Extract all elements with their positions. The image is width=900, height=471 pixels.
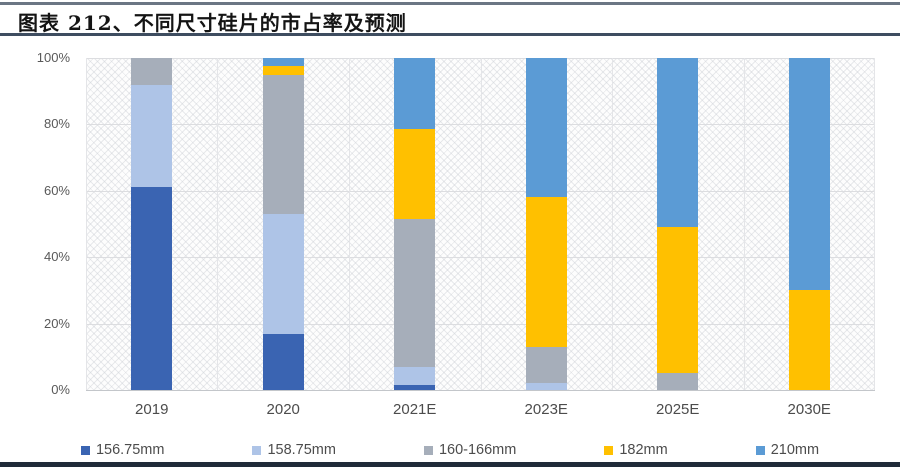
y-axis-tick-label: 40% xyxy=(43,249,70,265)
legend-item-210mm: 210mm xyxy=(755,442,820,458)
vertical-gridline xyxy=(743,58,745,390)
bar-segment-160-166mm xyxy=(394,219,436,367)
bar-segment-156.75mm xyxy=(262,333,304,390)
top-divider xyxy=(0,2,900,5)
x-axis-label-2020: 2020 xyxy=(266,401,300,418)
bar-segment-156.75mm xyxy=(131,187,173,390)
title-divider xyxy=(0,33,900,36)
bar-segment-160-166mm xyxy=(525,346,567,384)
legend-item-182mm: 182mm xyxy=(604,442,668,458)
bar-slot-2030E xyxy=(744,58,875,390)
y-axis-tick-label: 60% xyxy=(43,182,70,198)
legend-label: 156.75mm xyxy=(95,442,165,458)
bar-slot-2025E xyxy=(612,58,743,390)
legend-swatch-icon xyxy=(423,445,433,455)
x-axis: 2019 2020 2021E 2023E 2025E 2030E xyxy=(86,400,875,420)
bar-segment-160-166mm xyxy=(131,58,173,85)
legend-item-158.75mm: 158.75mm xyxy=(252,442,336,458)
legend-swatch-icon xyxy=(604,445,614,455)
bar-segment-182mm xyxy=(262,66,304,75)
y-axis-tick-label: 80% xyxy=(43,116,70,132)
legend-swatch-icon xyxy=(755,445,765,455)
stacked-bar-2020 xyxy=(262,58,304,390)
bar-segment-210mm xyxy=(788,58,830,291)
y-axis-tick-label: 0% xyxy=(51,382,70,397)
bar-segment-182mm xyxy=(525,197,567,347)
bar-segment-182mm xyxy=(657,227,699,374)
bar-slot-2023E xyxy=(481,58,612,390)
legend-label: 160-166mm xyxy=(438,442,517,458)
bar-segment-182mm xyxy=(394,129,436,220)
bar-segment-210mm xyxy=(394,58,436,130)
bar-segment-158.75mm xyxy=(394,366,436,386)
vertical-gridline xyxy=(348,58,350,390)
bar-segment-210mm xyxy=(657,58,699,228)
bar-segment-160-166mm xyxy=(657,373,699,390)
legend-item-156.75mm: 156.75mm xyxy=(80,442,165,458)
stacked-bar-2030E xyxy=(788,58,830,390)
legend-swatch-icon xyxy=(252,445,262,455)
page-title: 图表 212、不同尺寸硅片的市占率及预测 xyxy=(18,11,407,35)
stacked-bar-2023E xyxy=(525,58,567,390)
legend-label: 158.75mm xyxy=(267,442,336,458)
bar-segment-158.75mm xyxy=(525,383,567,390)
bar-slot-2020 xyxy=(217,58,348,390)
bar-segment-160-166mm xyxy=(262,74,304,215)
stacked-bar-2021E xyxy=(394,58,436,390)
x-axis-label-2019: 2019 xyxy=(135,401,169,418)
vertical-gridline xyxy=(480,58,482,390)
bar-segment-210mm xyxy=(525,58,567,198)
bar-slot-2019 xyxy=(86,58,217,390)
stacked-bar-2019 xyxy=(131,58,173,390)
legend-swatch-icon xyxy=(80,445,90,455)
x-axis-label-2023E: 2023E xyxy=(524,401,568,418)
legend-label: 210mm xyxy=(770,442,820,458)
x-axis-label-2021E: 2021E xyxy=(393,401,437,418)
vertical-gridline xyxy=(86,58,87,390)
legend-label: 182mm xyxy=(619,442,668,458)
vertical-gridline xyxy=(611,58,613,390)
bar-slot-2021E xyxy=(349,58,480,390)
stacked-bar-2025E xyxy=(657,58,699,390)
bar-segment-158.75mm xyxy=(131,84,173,188)
bar-segment-182mm xyxy=(788,290,830,390)
bar-segment-210mm xyxy=(262,58,304,67)
plot-area xyxy=(86,58,875,391)
bottom-divider xyxy=(0,462,900,467)
x-axis-label-2025E: 2025E xyxy=(656,401,700,418)
vertical-gridline xyxy=(217,58,219,390)
legend: 156.75mm 158.75mm 160-166mm 182mm 210mm xyxy=(0,441,900,459)
y-axis-tick-label: 20% xyxy=(43,315,70,331)
bar-segment-156.75mm xyxy=(394,385,436,390)
vertical-gridline xyxy=(874,58,875,390)
x-axis-label-2030E: 2030E xyxy=(787,401,831,418)
legend-item-160-166mm: 160-166mm xyxy=(423,442,517,458)
bar-segment-158.75mm xyxy=(262,214,304,334)
y-axis-tick-label: 100% xyxy=(36,50,70,65)
y-axis: 0% 20% 40% 60% 80% 100% xyxy=(0,51,76,397)
